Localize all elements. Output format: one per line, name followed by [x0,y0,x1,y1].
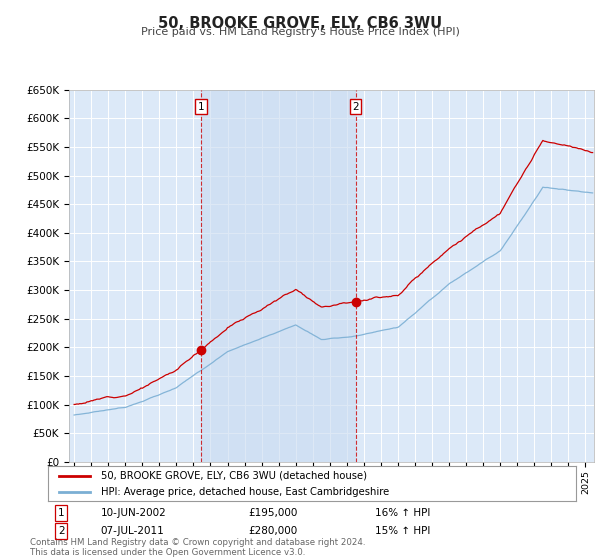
Text: 1: 1 [197,102,204,112]
Text: 1: 1 [58,508,65,517]
Text: Price paid vs. HM Land Registry's House Price Index (HPI): Price paid vs. HM Land Registry's House … [140,27,460,37]
Text: 10-JUN-2002: 10-JUN-2002 [101,508,167,517]
Text: 16% ↑ HPI: 16% ↑ HPI [376,508,431,517]
Text: £280,000: £280,000 [248,526,298,536]
Text: 15% ↑ HPI: 15% ↑ HPI [376,526,431,536]
Text: 07-JUL-2011: 07-JUL-2011 [101,526,164,536]
Text: 2: 2 [58,526,65,536]
Text: 50, BROOKE GROVE, ELY, CB6 3WU: 50, BROOKE GROVE, ELY, CB6 3WU [158,16,442,31]
Text: 50, BROOKE GROVE, ELY, CB6 3WU (detached house): 50, BROOKE GROVE, ELY, CB6 3WU (detached… [101,471,367,481]
Text: £195,000: £195,000 [248,508,298,517]
Text: Contains HM Land Registry data © Crown copyright and database right 2024.
This d: Contains HM Land Registry data © Crown c… [30,538,365,557]
Text: 2: 2 [352,102,359,112]
Bar [201,90,356,462]
Text: HPI: Average price, detached house, East Cambridgeshire: HPI: Average price, detached house, East… [101,487,389,497]
